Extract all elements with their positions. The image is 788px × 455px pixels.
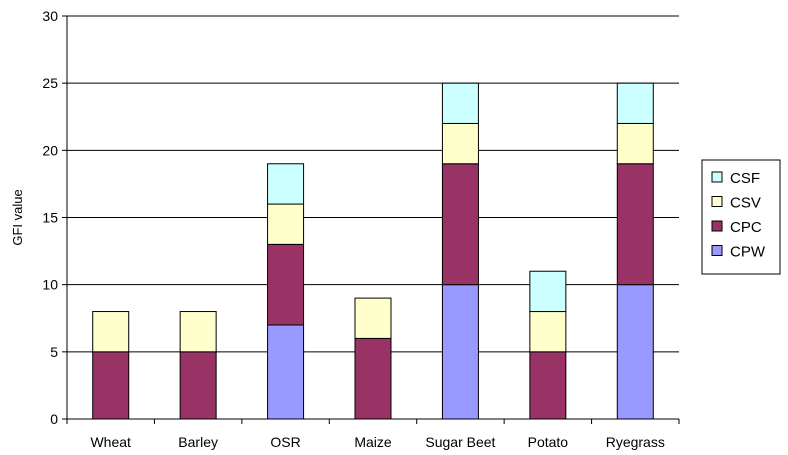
bar-segment-csf: [616, 82, 654, 124]
legend-label-csv: CSV: [730, 195, 761, 212]
x-tick-label: Sugar Beet: [425, 434, 495, 450]
y-tick-label: 25: [42, 75, 58, 91]
x-tick-label: Ryegrass: [606, 434, 665, 450]
legend-swatch-cpc: [711, 220, 723, 232]
legend: CSF CSV CPC CPW: [701, 159, 781, 275]
bar-segment-csv: [441, 122, 479, 165]
gridlines: [67, 15, 679, 353]
bar-segment-csv: [92, 311, 130, 353]
y-tick-label: 30: [42, 8, 58, 24]
y-axis-label: GFI value: [10, 189, 25, 245]
legend-label-cpw: CPW: [730, 244, 766, 261]
bar-segment-cpc: [179, 351, 217, 420]
legend-swatch-cpw: [711, 245, 723, 256]
bar-segment-cpw: [267, 324, 305, 420]
legend-swatch-csv: [711, 196, 723, 207]
bars: [92, 82, 654, 420]
x-tick-labels: Wheat Barley OSR Maize Sugar Beet Potato Ryegr…: [90, 434, 664, 450]
y-tick-label: 15: [42, 210, 58, 226]
bar-segment-cpc: [529, 351, 567, 420]
axes: [62, 15, 680, 424]
bar-segment-csv: [616, 122, 654, 165]
bar-segment-cpw: [616, 284, 654, 420]
legend-label-csf: CSF: [730, 170, 760, 187]
bar-segment-csv: [179, 311, 217, 353]
bar-segment-csv: [354, 297, 392, 339]
bar-segment-cpc: [616, 163, 654, 286]
legend-label-cpc: CPC: [730, 219, 762, 236]
bar-segment-csf: [529, 270, 567, 313]
x-tick-label: Potato: [528, 434, 569, 450]
bar-segment-csv: [529, 311, 567, 353]
legend-swatch-csf: [711, 171, 723, 183]
x-tick-label: Barley: [178, 434, 218, 450]
bar-segment-csv: [267, 203, 305, 245]
bar-segment-csf: [441, 82, 479, 124]
bar-segment-cpc: [354, 337, 392, 420]
bar-segment-cpw: [441, 284, 479, 420]
x-tick-label: Wheat: [90, 434, 131, 450]
bar-segment-cpc: [267, 243, 305, 326]
y-tick-label: 5: [50, 344, 58, 360]
y-tick-labels: 0 5 10 15 20 25 30: [42, 8, 58, 427]
x-tick-label: Maize: [354, 434, 392, 450]
y-tick-label: 20: [42, 142, 58, 158]
x-tick-label: OSR: [270, 434, 300, 450]
bar-segment-csf: [267, 163, 305, 205]
y-tick-label: 10: [42, 277, 58, 293]
bar-segment-cpc: [92, 351, 130, 420]
y-tick-label: 0: [50, 411, 58, 427]
bar-segment-cpc: [441, 163, 479, 286]
